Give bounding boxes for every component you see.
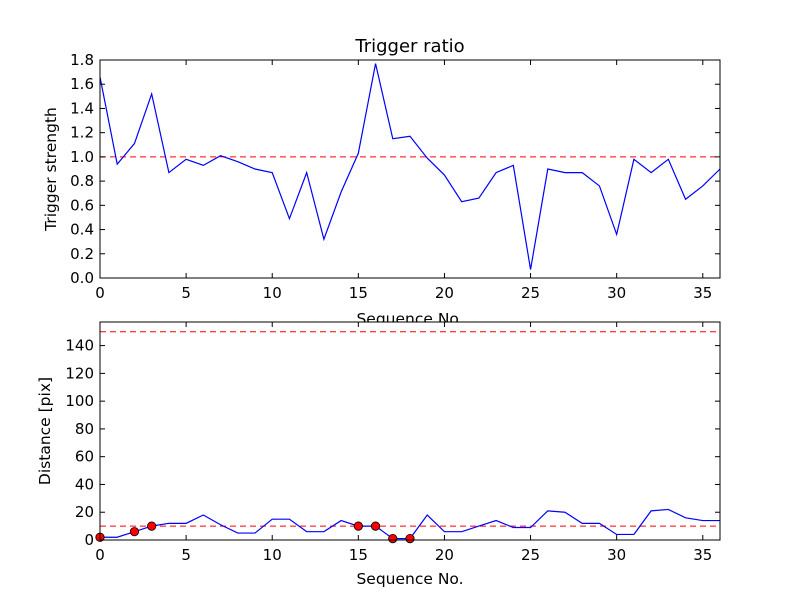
y-tick-label: 0 xyxy=(84,531,94,549)
plot-area-background xyxy=(100,322,720,540)
highlight-marker xyxy=(370,521,381,531)
tick-labels: 0 5 10 15 20 25 30 35 0.0 0.2 0.4 0.6 0.8 1.0 1.2 1.4 1.… xyxy=(70,51,712,302)
y-tick-label: 0.2 xyxy=(70,245,94,263)
y-tick-label: 120 xyxy=(65,364,94,382)
x-tick-label: 0 xyxy=(95,546,105,564)
highlight-marker xyxy=(388,534,398,544)
highlight-marker xyxy=(405,534,415,544)
tick-marks xyxy=(99,322,720,541)
x-tick-label: 30 xyxy=(607,546,626,564)
y-axis-label: Distance [pix] xyxy=(36,377,54,485)
reference-lines xyxy=(100,331,720,527)
series-line-1 xyxy=(99,63,721,270)
tick-marks xyxy=(99,59,720,279)
y-tick-label: 60 xyxy=(75,448,94,466)
y-axis-label: Trigger strength xyxy=(42,107,60,232)
y-tick-label: 20 xyxy=(75,503,94,521)
chart-title: Trigger ratio xyxy=(354,36,464,57)
y-tick-label: 0.0 xyxy=(70,269,94,287)
x-tick-label: 20 xyxy=(435,284,454,302)
x-axis-label: Sequence No. xyxy=(356,570,463,588)
y-tick-label: 0.6 xyxy=(70,196,94,214)
highlight-marker xyxy=(353,521,363,531)
highlight-marker xyxy=(147,521,157,531)
plot-area-background xyxy=(100,60,720,278)
x-tick-label: 5 xyxy=(181,546,191,564)
y-tick-label: 1.0 xyxy=(70,148,94,166)
y-tick-label: 1.6 xyxy=(70,75,94,93)
x-tick-label: 10 xyxy=(263,284,282,302)
x-tick-label: 35 xyxy=(693,546,712,564)
x-tick-label: 5 xyxy=(181,284,191,302)
plot-frame xyxy=(99,59,721,279)
tick-labels: 0 5 10 15 20 25 30 35 0 20 40 60 80 100 120 140 xyxy=(65,337,712,564)
trigger-ratio-panel: 0 5 10 15 20 25 30 35 0.0 0.2 0.4 0.6 0.8 1.0 1.2 1.4 1.… xyxy=(42,36,721,328)
x-tick-label: 0 xyxy=(95,284,105,302)
x-tick-label: 25 xyxy=(521,546,540,564)
x-tick-label: 15 xyxy=(349,284,368,302)
data-markers xyxy=(95,521,415,544)
y-tick-label: 1.4 xyxy=(70,99,94,117)
x-tick-label: 30 xyxy=(607,284,626,302)
y-tick-label: 0.4 xyxy=(70,221,94,239)
series-lines xyxy=(99,63,721,270)
highlight-marker xyxy=(129,527,140,537)
x-tick-label: 25 xyxy=(521,284,540,302)
x-tick-label: 35 xyxy=(693,284,712,302)
y-tick-label: 40 xyxy=(75,475,94,493)
x-tick-label: 15 xyxy=(349,546,368,564)
plot-frame xyxy=(99,321,721,541)
y-tick-label: 0.8 xyxy=(70,172,94,190)
y-tick-label: 100 xyxy=(65,392,94,410)
y-tick-label: 1.2 xyxy=(70,124,94,142)
y-tick-label: 140 xyxy=(65,337,94,355)
x-tick-label: 20 xyxy=(435,546,454,564)
distance-panel: 0 5 10 15 20 25 30 35 0 20 40 60 80 100 120 140 Sequenc… xyxy=(36,321,721,588)
y-tick-label: 80 xyxy=(75,420,94,438)
x-tick-label: 10 xyxy=(263,546,282,564)
y-tick-label: 1.8 xyxy=(70,51,94,69)
